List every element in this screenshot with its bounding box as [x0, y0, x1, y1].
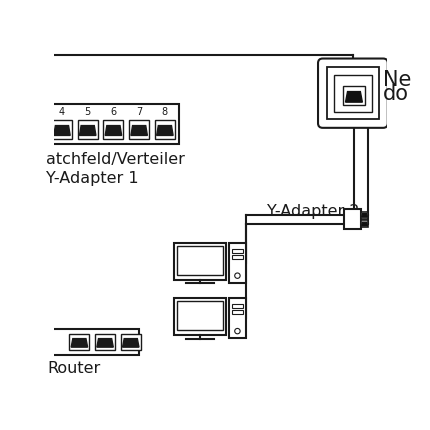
Bar	[361, 220, 369, 227]
Polygon shape	[97, 338, 113, 347]
FancyBboxPatch shape	[318, 58, 388, 128]
Bar	[121, 334, 141, 350]
Text: atchfeld/Verteiler: atchfeld/Verteiler	[46, 152, 185, 167]
Bar	[78, 120, 98, 139]
Bar	[229, 243, 246, 283]
Bar	[103, 120, 123, 139]
Bar	[232, 255, 243, 259]
Bar	[232, 304, 243, 308]
Polygon shape	[362, 222, 367, 226]
Circle shape	[235, 329, 240, 334]
Bar	[52, 120, 72, 139]
Bar	[46, 329, 139, 355]
Text: 7: 7	[136, 108, 142, 117]
Bar	[232, 310, 243, 314]
Bar	[177, 246, 223, 275]
Bar	[48, 104, 179, 144]
Polygon shape	[157, 126, 173, 135]
Bar	[174, 298, 226, 335]
Polygon shape	[71, 338, 88, 347]
Polygon shape	[54, 126, 70, 135]
Text: do: do	[383, 84, 409, 104]
Polygon shape	[346, 92, 362, 102]
Text: Ne: Ne	[383, 70, 412, 90]
Text: Router: Router	[48, 361, 101, 376]
Polygon shape	[123, 338, 139, 347]
Text: 5: 5	[85, 108, 91, 117]
Bar	[155, 120, 175, 139]
Circle shape	[235, 273, 240, 278]
Bar	[343, 86, 365, 105]
Bar	[129, 120, 149, 139]
Polygon shape	[105, 126, 122, 135]
Text: 6: 6	[111, 108, 117, 117]
Bar	[326, 67, 379, 120]
Bar	[229, 298, 246, 338]
Bar	[177, 301, 223, 330]
Bar	[174, 243, 226, 280]
Polygon shape	[80, 126, 96, 135]
Bar	[344, 209, 361, 230]
Bar	[232, 249, 243, 252]
Polygon shape	[131, 126, 147, 135]
Text: 8: 8	[162, 108, 168, 117]
Text: 4: 4	[59, 108, 65, 117]
Bar	[95, 334, 115, 350]
Polygon shape	[362, 214, 367, 217]
Text: Y-Adapter 1: Y-Adapter 1	[46, 171, 138, 186]
Bar	[334, 75, 372, 112]
Text: Y-Adapter 2: Y-Adapter 2	[267, 204, 359, 219]
Bar	[69, 334, 89, 350]
Bar	[361, 212, 369, 219]
